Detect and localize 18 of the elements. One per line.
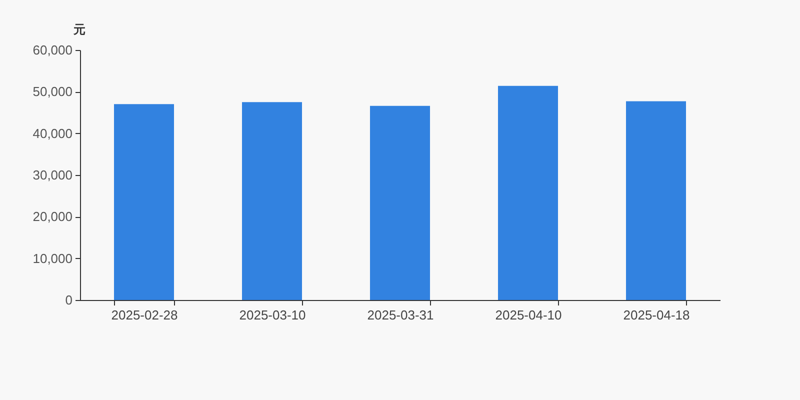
bar (114, 104, 174, 300)
x-tick-label: 2025-04-10 (495, 308, 562, 322)
x-tick-label: 2025-02-28 (111, 308, 178, 322)
bar (498, 86, 558, 300)
y-tick-label: 20,000 (32, 209, 72, 224)
bar (626, 101, 686, 300)
y-axis-title: 元 (72, 22, 86, 36)
bar (370, 106, 430, 300)
y-tick-label: 40,000 (32, 126, 72, 141)
y-tick-label: 10,000 (32, 250, 72, 266)
y-tick-label: 50,000 (32, 84, 72, 100)
y-tick-label: 0 (65, 292, 72, 308)
y-tick-label: 30,000 (32, 168, 72, 182)
y-tick-label: 60,000 (32, 42, 72, 58)
bar (242, 102, 302, 300)
x-tick-label: 2025-03-10 (239, 308, 306, 322)
x-tick-label: 2025-03-31 (367, 308, 434, 322)
x-tick-label: 2025-04-18 (623, 308, 690, 322)
